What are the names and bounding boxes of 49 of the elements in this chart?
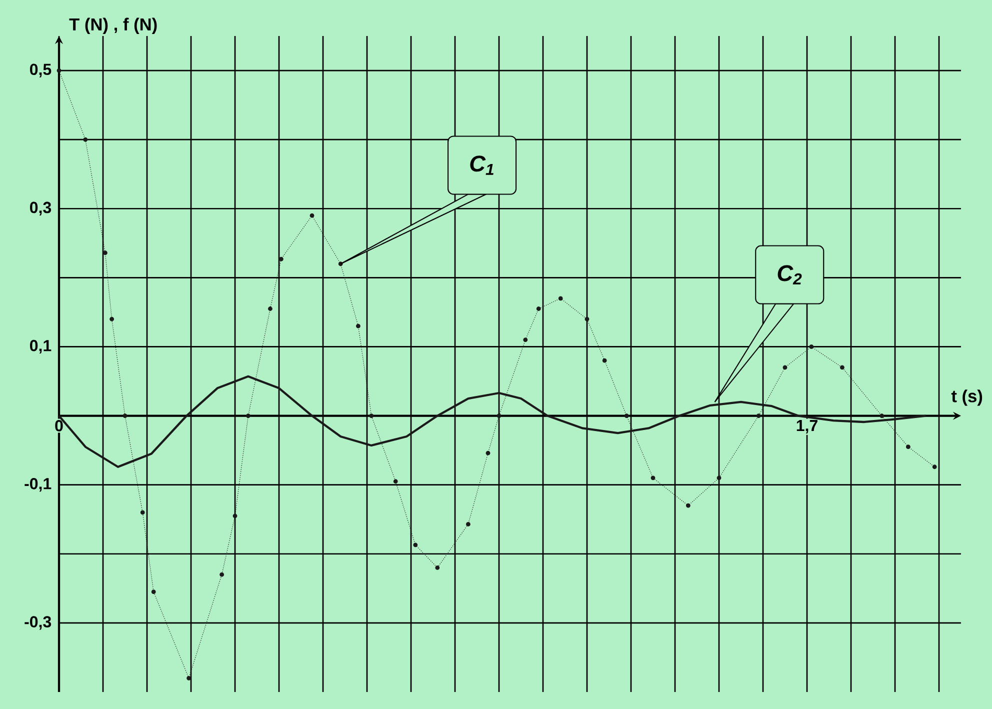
- y-tick-label: -0,1: [24, 478, 52, 492]
- x-tick-label: 0: [55, 420, 63, 432]
- point: [279, 256, 284, 262]
- point: [716, 476, 722, 480]
- point: [809, 344, 814, 349]
- point: [782, 365, 788, 370]
- y-tick-label: 0,1: [30, 340, 52, 354]
- point: [268, 306, 272, 311]
- y-tick-label: 0,5: [30, 64, 52, 78]
- point: [584, 316, 590, 322]
- point: [103, 250, 108, 256]
- point: [486, 450, 490, 456]
- point: [140, 510, 145, 515]
- point: [650, 476, 656, 480]
- y-tick-label: 0,3: [30, 202, 52, 216]
- x-axis-title: t (s): [951, 390, 982, 406]
- x-tick-label: 1,7: [796, 420, 818, 434]
- point: [369, 414, 374, 418]
- point: [356, 324, 360, 328]
- point: [496, 414, 502, 418]
- point: [56, 68, 62, 73]
- point: [466, 522, 470, 526]
- point: [686, 503, 690, 508]
- point: [220, 572, 224, 577]
- point: [186, 676, 192, 680]
- point: [393, 479, 398, 484]
- point: [756, 414, 761, 418]
- point: [232, 514, 238, 518]
- point: [435, 565, 440, 570]
- point: [880, 414, 884, 418]
- point: [840, 365, 844, 370]
- y-tick-label: -0,3: [24, 616, 52, 630]
- point: [536, 306, 541, 311]
- y-axis-title: T (N) , f (N): [69, 18, 157, 34]
- point: [83, 137, 88, 142]
- annotation: C$_{2}$: [778, 265, 802, 284]
- point: [310, 213, 314, 218]
- point: [558, 296, 563, 301]
- point: [413, 542, 418, 548]
- point: [110, 316, 114, 322]
- point: [122, 414, 128, 418]
- point: [906, 444, 910, 450]
- point: [151, 590, 156, 594]
- point: [246, 414, 250, 418]
- annotation: C$_{1}$: [470, 156, 494, 175]
- point: [932, 464, 937, 470]
- point: [602, 358, 607, 363]
- point: [624, 414, 629, 418]
- point: [523, 338, 528, 342]
